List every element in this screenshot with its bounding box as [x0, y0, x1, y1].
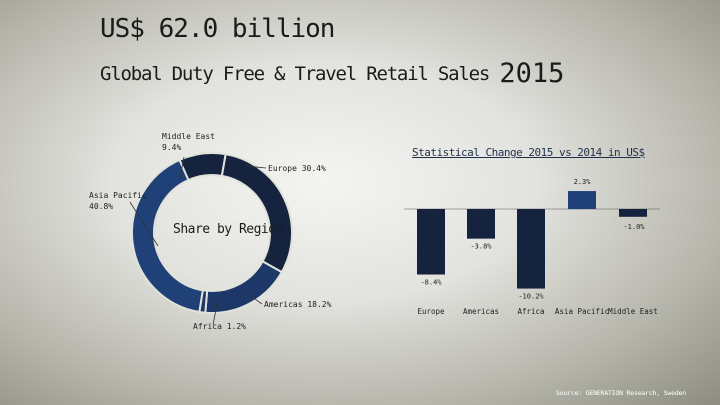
source-note: Source: GENERATION Research, Sweden [556, 389, 686, 397]
bar-europe [417, 209, 445, 275]
leader-line-asia-pacific [129, 201, 159, 247]
subtitle-text: Global Duty Free & Travel Retail Sales [100, 63, 490, 85]
leader-line-americas [247, 293, 263, 305]
slice-label-europe: Europe 30.4% [268, 164, 326, 173]
bar-chart-title: Statistical Change 2015 vs 2014 in US$ [412, 146, 645, 159]
bar-category-label-africa: Africa [517, 307, 544, 316]
bar-value-label-europe: -8.4% [420, 279, 442, 287]
slice-label-americas: Americas 18.2% [264, 300, 332, 309]
leader-line-africa [212, 298, 219, 326]
page-title: US$ 62.0 billion [100, 14, 335, 44]
bar-category-label-middle-east: Middle East [608, 307, 658, 316]
bar-africa [517, 209, 545, 289]
bar-value-label-africa: -10.2% [518, 293, 544, 301]
leader-line-europe [245, 165, 267, 169]
leader-line-middle-east [179, 156, 185, 179]
bar-category-label-asia-pacific: Asia Pacific [555, 307, 609, 316]
bar-asia-pacific [568, 191, 596, 209]
bar-category-label-americas: Americas [463, 307, 499, 316]
slice-label-africa: Africa 1.2% [193, 322, 246, 331]
bar-americas [467, 209, 495, 239]
slice-label-middle-east-value: 9.4% [162, 143, 181, 152]
slice-label-asia-pacific-value: 40.8% [89, 202, 113, 211]
bar-value-label-asia-pacific: 2.3% [574, 178, 592, 186]
slice-label-middle-east-name: Middle East [162, 132, 215, 141]
bar-middle-east [619, 209, 647, 217]
bar-value-label-americas: -3.8% [470, 243, 492, 251]
subtitle-year: 2015 [499, 58, 565, 89]
page-subtitle: Global Duty Free & Travel Retail Sales 2… [100, 58, 564, 89]
donut-center-label: Share by Region [173, 222, 283, 237]
bar-category-label-europe: Europe [417, 307, 445, 316]
donut-slice-asia-pacific [131, 158, 204, 314]
slice-label-asia-pacific-name: Asia Pacific [89, 191, 147, 200]
bar-value-label-middle-east: -1.0% [623, 223, 645, 231]
